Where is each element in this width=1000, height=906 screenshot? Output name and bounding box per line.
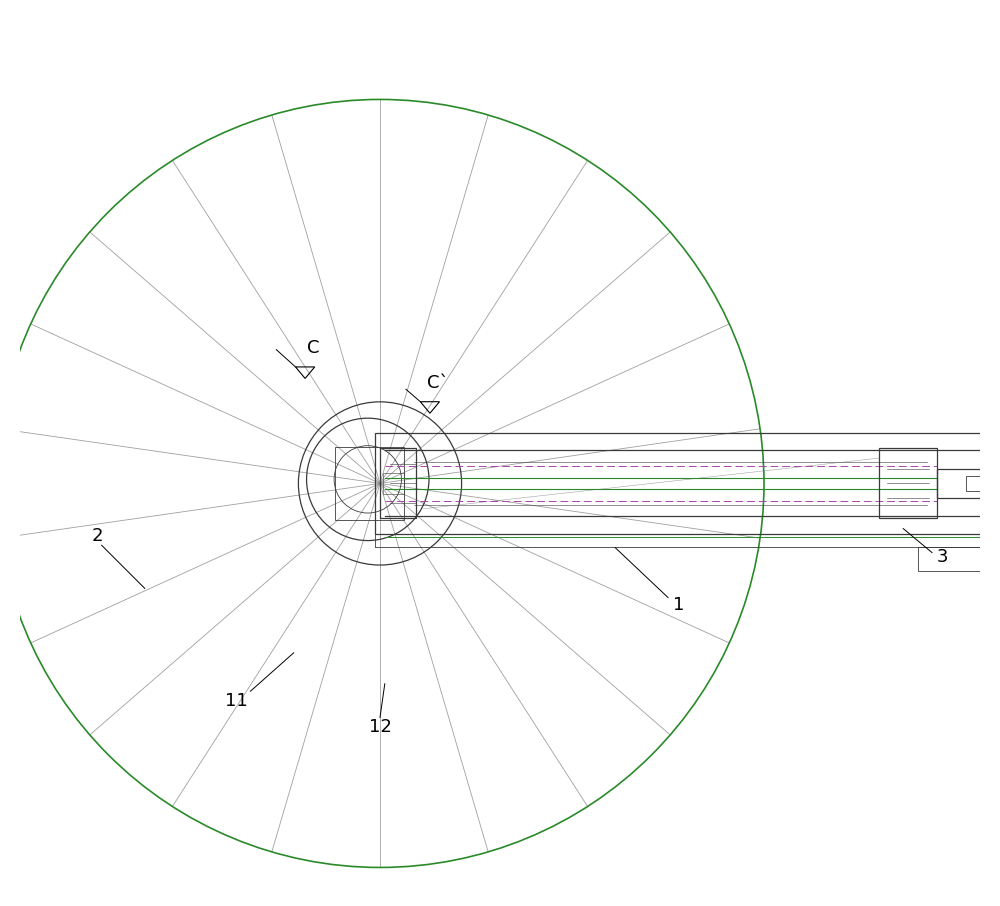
Text: C`: C`: [427, 374, 448, 392]
Text: C: C: [307, 340, 319, 357]
Bar: [375, 433, 994, 534]
Bar: [335, 447, 404, 520]
Bar: [918, 547, 985, 571]
Text: 11: 11: [225, 692, 247, 710]
Bar: [937, 469, 994, 497]
Text: 3: 3: [937, 548, 948, 566]
Bar: [383, 473, 404, 494]
Bar: [879, 448, 937, 518]
Text: 2: 2: [92, 526, 104, 545]
Text: 1: 1: [673, 596, 684, 614]
Bar: [994, 474, 1000, 493]
Bar: [375, 534, 1000, 547]
Text: 12: 12: [369, 718, 391, 736]
Bar: [380, 448, 416, 518]
Bar: [966, 476, 990, 491]
